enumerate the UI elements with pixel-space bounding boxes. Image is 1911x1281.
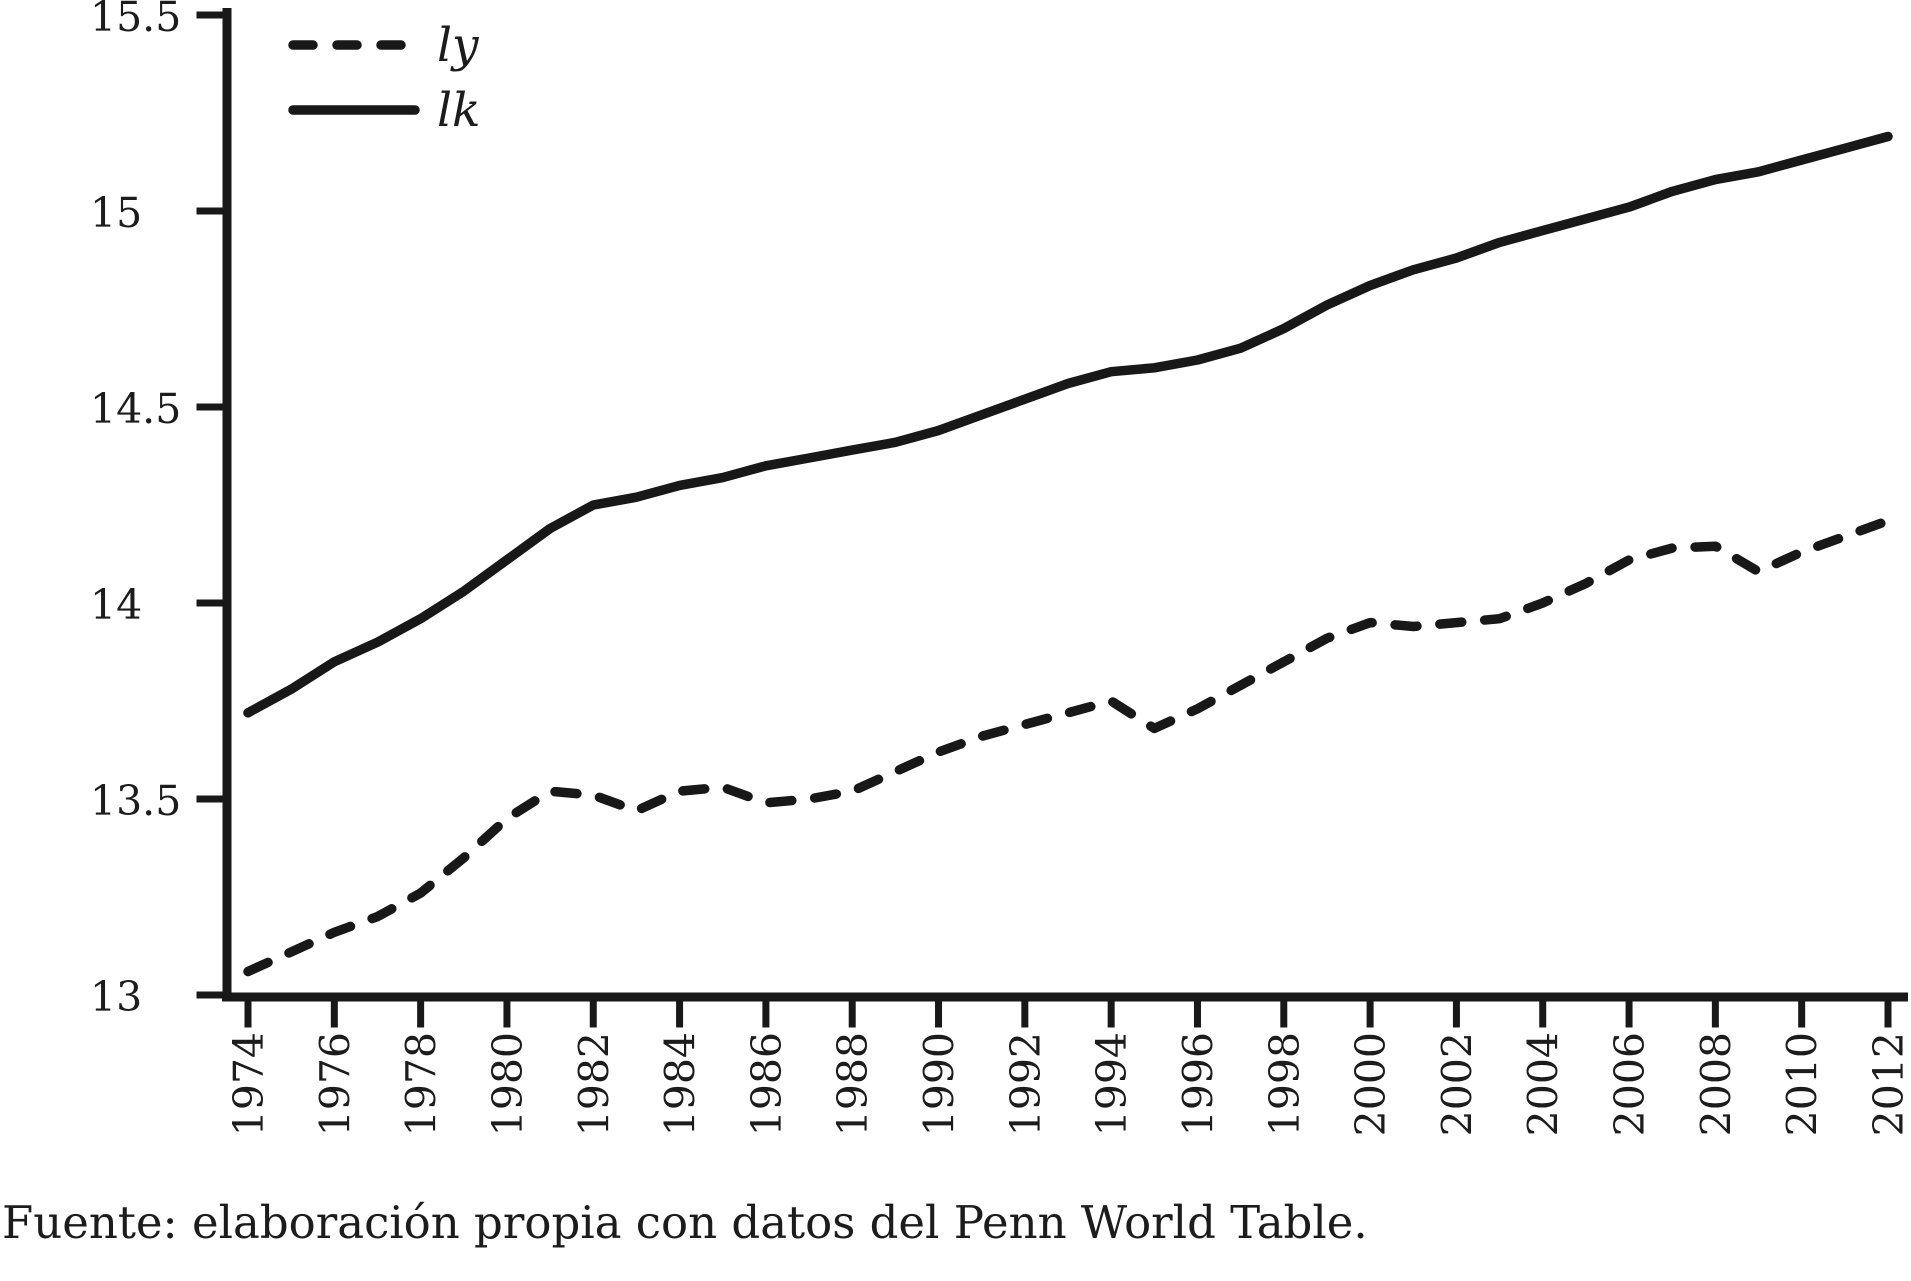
source-caption: Fuente: elaboración propia con datos del… xyxy=(2,1196,1368,1249)
x-tick-label: 2008 xyxy=(1692,1032,1740,1136)
y-tick-label: 13 xyxy=(90,973,142,1021)
x-tick-label: 1976 xyxy=(311,1032,359,1136)
y-tick-label: 14 xyxy=(90,581,142,629)
x-axis: 1974 1976 1978 1980 1982 1984 1986 1988 1990 1992… xyxy=(225,1000,1911,1136)
x-tick-label: 1988 xyxy=(829,1032,877,1136)
x-tick-label: 2000 xyxy=(1347,1032,1395,1136)
x-tick-label: 2002 xyxy=(1433,1032,1481,1136)
x-tick-label: 1996 xyxy=(1174,1032,1222,1136)
x-tick-label: 1998 xyxy=(1261,1032,1309,1136)
y-tick-label: 13.5 xyxy=(90,777,181,825)
y-axis: 13 13.5 14 14.5 15 15.5 xyxy=(90,0,224,1021)
x-tick-label: 2012 xyxy=(1865,1032,1911,1136)
x-tick-label: 1994 xyxy=(1088,1032,1136,1136)
x-tick-label: 1990 xyxy=(916,1032,964,1136)
x-tick-label: 1984 xyxy=(657,1032,705,1136)
legend: ly lk xyxy=(288,18,481,138)
series-lk xyxy=(243,131,1893,718)
legend-label-lk: lk xyxy=(437,83,481,138)
x-tick-label: 1986 xyxy=(743,1032,791,1136)
y-tick-label: 14.5 xyxy=(90,385,181,433)
x-tick-label: 1980 xyxy=(484,1032,532,1136)
legend-label-ly: ly xyxy=(437,18,480,73)
x-tick-label: 2010 xyxy=(1779,1032,1827,1136)
x-tick-label: 2006 xyxy=(1606,1032,1654,1136)
x-tick-label: 1978 xyxy=(398,1032,446,1136)
x-tick-label: 1992 xyxy=(1002,1032,1050,1136)
series-ly xyxy=(243,515,1893,977)
y-tick-label: 15.5 xyxy=(90,0,181,41)
x-tick-label: 1982 xyxy=(570,1032,618,1136)
x-tick-label: 1974 xyxy=(225,1032,273,1136)
y-tick-label: 15 xyxy=(90,189,142,237)
x-tick-label: 2004 xyxy=(1520,1032,1568,1136)
